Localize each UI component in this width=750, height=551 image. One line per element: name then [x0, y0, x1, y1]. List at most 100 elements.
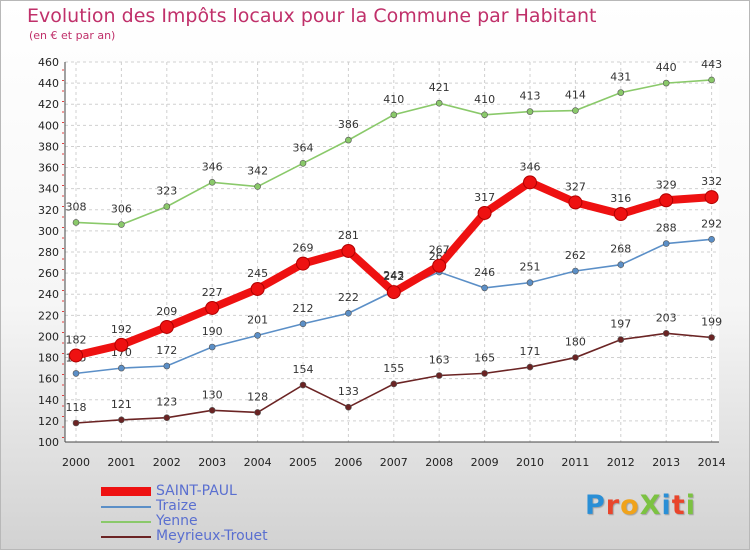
data-point	[254, 183, 261, 190]
x-tick-label: 2006	[334, 456, 362, 469]
y-tick-label: 380	[38, 140, 59, 153]
x-tick-label: 2007	[380, 456, 408, 469]
legend-swatch	[101, 536, 151, 538]
data-label: 342	[247, 165, 268, 178]
proxiti-logo: ProXiti	[585, 490, 696, 521]
data-point	[481, 370, 488, 377]
data-point	[72, 370, 80, 377]
data-point	[72, 419, 80, 427]
data-point	[481, 284, 488, 292]
logo-letter: P	[585, 490, 606, 521]
legend-label: Meyrieux-Trouet	[156, 528, 268, 544]
data-label: 329	[656, 178, 677, 191]
data-label: 306	[111, 203, 132, 216]
x-tick-label: 2010	[516, 456, 544, 469]
y-tick-label: 100	[38, 436, 59, 449]
y-tick-label: 220	[38, 309, 59, 322]
x-tick-label: 2013	[652, 456, 680, 469]
data-label: 443	[701, 58, 722, 71]
data-label: 155	[383, 362, 404, 375]
series-meyrieux-trouet: 118 121 123 130 128 154 133 155 163 165 171 180 197 2…	[66, 311, 722, 427]
data-point	[299, 160, 307, 167]
series-saint-paul: 182 192 209 227 245 269 281 242 267 317 346 327 316 3…	[66, 160, 722, 363]
data-point	[299, 320, 307, 328]
y-tick-label: 240	[38, 288, 59, 301]
data-point	[345, 309, 352, 317]
data-point	[526, 279, 534, 286]
data-point	[526, 108, 534, 115]
data-label: 308	[66, 200, 87, 213]
data-label: 133	[338, 385, 359, 398]
y-tick-label: 320	[38, 204, 59, 217]
y-tick-label: 420	[38, 98, 59, 111]
data-label: 268	[610, 243, 631, 256]
chart-subtitle: (en € et par an)	[29, 29, 116, 42]
data-point	[390, 380, 398, 388]
data-point	[114, 337, 129, 352]
data-point	[341, 243, 356, 258]
x-tick-label: 2009	[471, 456, 499, 469]
x-tick-label: 2005	[289, 456, 317, 469]
data-point	[163, 414, 171, 422]
data-label: 227	[202, 286, 223, 299]
data-label: 421	[429, 81, 450, 94]
data-point	[299, 381, 307, 389]
x-tick-label: 2014	[698, 456, 726, 469]
logo-letter: r	[605, 490, 621, 521]
data-label: 323	[156, 185, 177, 198]
y-tick-label: 180	[38, 352, 59, 365]
logo-letter: X	[639, 490, 662, 521]
data-point	[568, 195, 583, 210]
data-label: 316	[610, 192, 631, 205]
data-label: 327	[565, 180, 586, 193]
data-point	[435, 99, 443, 107]
logo-letter: i	[685, 490, 696, 521]
legend-label: Traize	[156, 498, 197, 514]
y-tick-label: 400	[38, 119, 59, 132]
data-point	[659, 193, 674, 208]
data-point	[617, 89, 625, 96]
data-label: 414	[565, 89, 586, 102]
data-label: 346	[520, 160, 541, 173]
legend-label: Yenne	[156, 513, 198, 529]
data-point	[526, 363, 534, 371]
data-label: 281	[338, 229, 359, 242]
legend-swatch	[101, 506, 151, 508]
data-label: 245	[247, 267, 268, 280]
y-tick-label: 260	[38, 267, 59, 280]
data-point	[163, 362, 171, 370]
data-label: 212	[293, 302, 314, 315]
data-point	[708, 334, 715, 341]
data-point	[617, 261, 625, 268]
x-tick-label: 2011	[561, 456, 589, 469]
data-label: 130	[202, 388, 223, 401]
y-tick-label: 300	[38, 225, 59, 238]
data-point	[254, 409, 261, 416]
data-point	[662, 79, 670, 87]
x-tick-label: 2008	[425, 456, 453, 469]
data-label: 269	[293, 242, 314, 255]
data-point	[118, 221, 125, 228]
data-point	[662, 240, 670, 247]
data-point	[704, 190, 719, 205]
data-point	[708, 236, 715, 243]
legend-label: SAINT-PAUL	[156, 483, 237, 499]
y-tick-label: 340	[38, 183, 59, 196]
series-yenne: 308 306 323 346 342 364 386 410 421 410 413 414 431 4…	[66, 58, 722, 228]
x-tick-label: 2003	[198, 456, 226, 469]
y-tick-label: 160	[38, 373, 59, 386]
data-point	[613, 207, 628, 221]
data-label: 317	[474, 191, 495, 204]
data-point	[163, 203, 171, 210]
data-label: 209	[156, 305, 177, 318]
data-label: 203	[656, 311, 677, 324]
data-point	[159, 319, 174, 334]
data-point	[208, 343, 216, 351]
data-point	[118, 364, 125, 372]
data-label: 154	[293, 363, 314, 376]
y-tick-label: 120	[38, 415, 59, 428]
data-point	[435, 372, 443, 379]
data-point	[345, 136, 352, 144]
